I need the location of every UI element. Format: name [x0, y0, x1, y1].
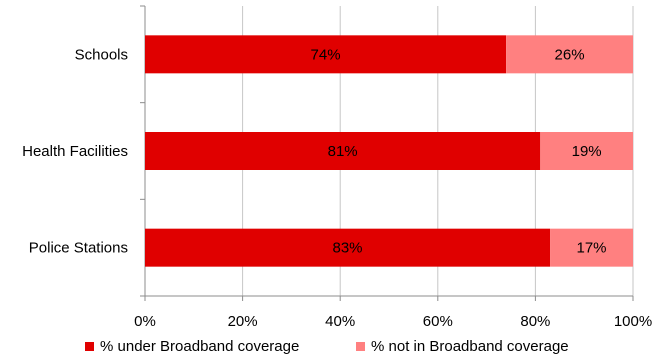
bar-segment — [550, 228, 633, 267]
legend-swatch-under-coverage — [85, 342, 94, 351]
data-label: 83% — [333, 240, 363, 257]
category-label: Health Facilities — [22, 143, 128, 160]
legend-swatch-not-in-coverage — [356, 342, 365, 351]
data-label: 26% — [555, 46, 585, 63]
category-label: Police Stations — [29, 240, 128, 257]
legend-label-under-coverage: % under Broadband coverage — [100, 338, 300, 355]
data-label: 17% — [577, 240, 607, 257]
x-tick-label: 100% — [614, 313, 652, 330]
x-tick-label: 80% — [520, 313, 550, 330]
bar-segment — [145, 35, 507, 74]
x-tick-label: 0% — [134, 313, 156, 330]
x-tick-label: 60% — [423, 313, 453, 330]
data-label: 81% — [328, 143, 358, 160]
x-tick-label: 40% — [325, 313, 355, 330]
bar-segment — [145, 228, 551, 267]
data-label: 19% — [572, 143, 602, 160]
bar-segment — [506, 35, 633, 74]
bar-segment — [145, 132, 541, 170]
stacked-bar-chart: 0% 20% 40% 60% 80% 100% 74% 26% Schools 81% 19% Hea… — [22, 5, 652, 330]
legend-item-under-coverage: % under Broadband coverage — [85, 338, 299, 355]
category-label: Schools — [75, 46, 128, 63]
bar-segment — [540, 132, 633, 170]
data-label: 74% — [311, 46, 341, 63]
legend-item-not-in-coverage: % not in Broadband coverage — [356, 338, 569, 355]
legend-label-not-in-coverage: % not in Broadband coverage — [371, 338, 569, 355]
x-tick-label: 20% — [228, 313, 258, 330]
legend: % under Broadband coverage % not in Broa… — [0, 338, 654, 360]
